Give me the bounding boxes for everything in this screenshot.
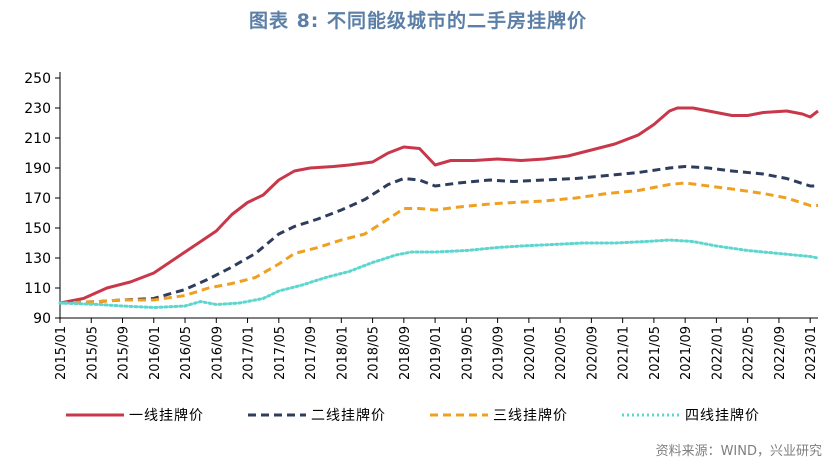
chart-title: 图表 8: 不同能级城市的二手房挂牌价 xyxy=(248,10,588,32)
x-tick-label: 2016/01 xyxy=(148,326,163,380)
y-tick-label: 250 xyxy=(24,71,51,87)
y-tick-label: 130 xyxy=(24,251,51,267)
chart-series-lines xyxy=(58,106,820,309)
legend-label-3: 三线挂牌价 xyxy=(493,407,568,424)
x-tick-label: 2021/05 xyxy=(648,326,663,380)
y-tick-label: 170 xyxy=(24,191,51,207)
legend-label-4: 四线挂牌价 xyxy=(685,407,760,424)
x-tick-label: 2018/09 xyxy=(398,326,413,380)
x-tick-label: 2023/01 xyxy=(804,326,819,380)
x-tick-label: 2022/09 xyxy=(773,326,788,380)
x-tick-label: 2020/05 xyxy=(554,326,569,380)
y-tick-label: 150 xyxy=(24,221,51,237)
x-tick-label: 2015/01 xyxy=(54,326,69,380)
chart-axes: 90 110 130 150 170 190 210 230 250 2015/01 2015/05… xyxy=(24,71,819,380)
x-tick-label: 2022/05 xyxy=(742,326,757,380)
x-tick-label: 2015/05 xyxy=(85,326,100,380)
series-line-3 xyxy=(59,181,818,305)
y-tick-label: 90 xyxy=(33,311,51,327)
chart-legend: 一线挂牌价 二线挂牌价 三线挂牌价 四线挂牌价 xyxy=(66,407,760,424)
x-tick-label: 2021/01 xyxy=(617,326,632,380)
y-tick-label: 210 xyxy=(24,131,51,147)
x-tick-label: 2019/09 xyxy=(492,326,507,380)
source-note: 资料来源：WIND，兴业研究 xyxy=(655,444,822,459)
x-tick-label: 2020/09 xyxy=(585,326,600,380)
x-tick-label: 2016/09 xyxy=(210,326,225,380)
x-tick-label: 2017/09 xyxy=(304,326,319,380)
legend-label-1: 一线挂牌价 xyxy=(129,407,204,424)
y-tick-label: 110 xyxy=(24,281,51,297)
x-tick-label: 2016/05 xyxy=(179,326,194,380)
legend-label-2: 二线挂牌价 xyxy=(311,407,386,424)
series-line-1 xyxy=(59,106,819,305)
x-tick-label: 2020/01 xyxy=(523,326,538,380)
x-tick-label: 2015/09 xyxy=(117,326,132,380)
x-tick-label: 2019/01 xyxy=(429,326,444,380)
x-tick-label: 2017/05 xyxy=(273,326,288,380)
y-tick-label: 230 xyxy=(24,101,51,117)
x-tick-label: 2018/05 xyxy=(367,326,382,380)
x-tick-label: 2018/01 xyxy=(335,326,350,380)
y-tick-label: 190 xyxy=(24,161,51,177)
series-line-4 xyxy=(58,238,820,309)
series-line-2 xyxy=(59,165,818,305)
x-tick-label: 2022/01 xyxy=(710,326,725,380)
x-tick-label: 2019/05 xyxy=(460,326,475,380)
x-tick-label: 2021/09 xyxy=(679,326,694,380)
x-tick-label: 2017/01 xyxy=(242,326,257,380)
